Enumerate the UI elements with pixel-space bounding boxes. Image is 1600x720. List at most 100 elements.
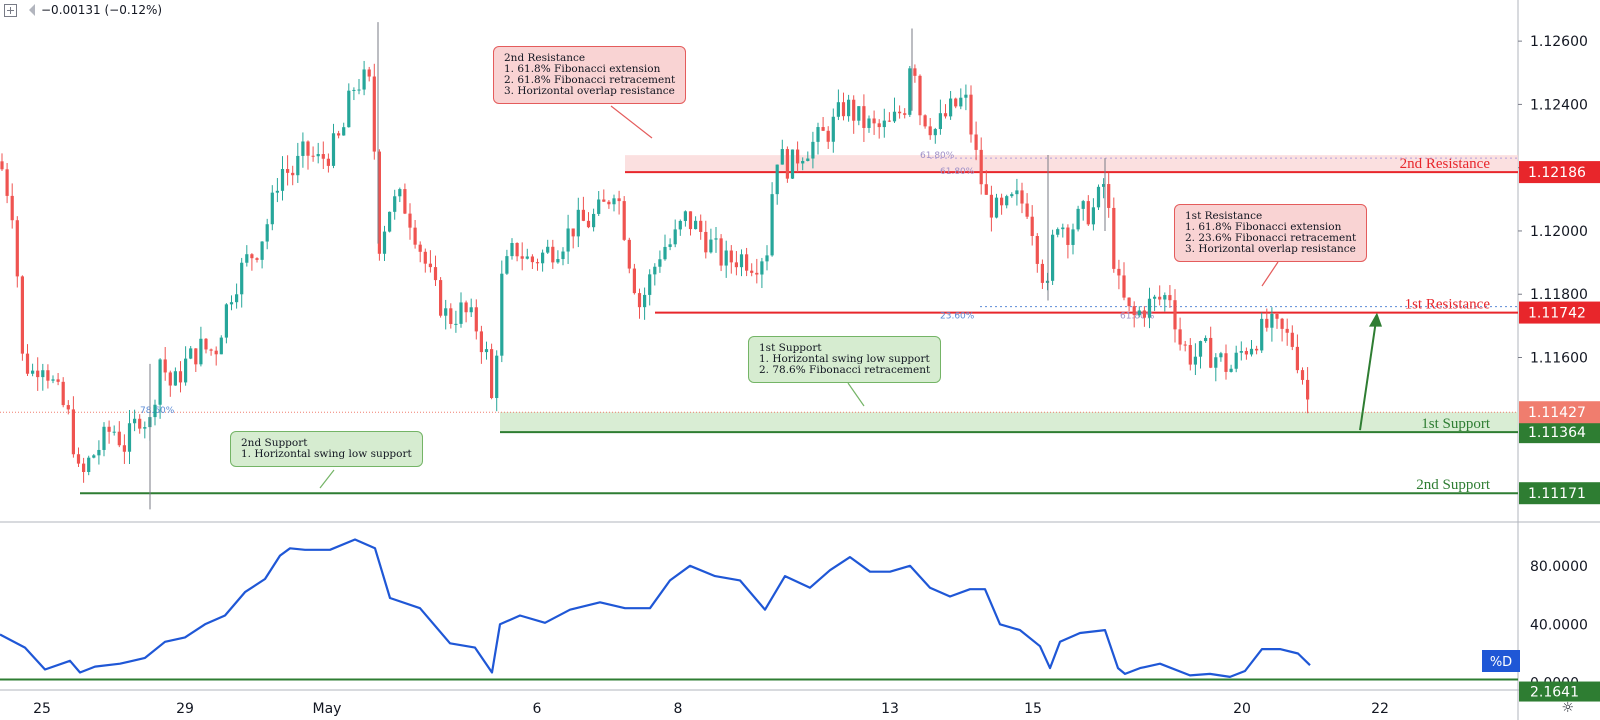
candle-body — [892, 111, 897, 122]
candle-body — [71, 409, 75, 455]
level-lines: 61.80% 61.80% 23.60% 61.80% 78.60% 2nd Resist… — [0, 105, 1518, 495]
candle-body — [1255, 348, 1259, 351]
candle-body — [1158, 296, 1162, 300]
candle-body — [337, 133, 341, 136]
candle-body — [597, 199, 601, 214]
candle-body — [189, 348, 193, 359]
resistance-zone — [625, 155, 1518, 173]
series-badge — [1482, 650, 1520, 672]
candle-body — [515, 243, 519, 257]
candle-body — [342, 127, 346, 136]
candle-body — [31, 370, 35, 374]
candle-body — [668, 244, 672, 247]
candle-body — [622, 201, 626, 240]
candle-body — [862, 106, 866, 128]
level-price-tag — [1519, 301, 1600, 324]
candle-body — [1005, 196, 1009, 206]
candle-body — [1122, 275, 1126, 298]
time-tick-label: 22 — [1371, 701, 1389, 717]
stoch-tick-label: 40.0000 — [1530, 617, 1588, 633]
level-label: 1st Support — [1421, 416, 1491, 432]
candle-body — [158, 359, 162, 405]
candle-body — [974, 134, 978, 150]
candle-body — [403, 189, 407, 214]
candle-body — [367, 69, 371, 77]
candle-body — [178, 371, 183, 383]
candle-body — [745, 254, 749, 271]
candle-body — [617, 198, 621, 202]
candle-body — [286, 169, 290, 173]
candle-body — [51, 379, 55, 381]
candle-body — [357, 89, 361, 91]
candle-body — [112, 431, 116, 433]
candle-body — [92, 455, 96, 458]
level-price-tag — [1519, 161, 1600, 184]
expand-icon[interactable] — [4, 3, 17, 17]
candle-body — [561, 251, 565, 260]
flag-icon[interactable] — [23, 4, 35, 16]
candle-body — [816, 127, 820, 142]
candle-body — [1071, 229, 1075, 245]
candle-body — [1000, 197, 1004, 206]
candle-body — [571, 228, 575, 237]
candle-body — [163, 359, 167, 373]
candle-body — [97, 449, 101, 456]
candle-body — [566, 228, 570, 252]
candle-body — [841, 102, 846, 117]
candle-body — [898, 111, 902, 114]
time-tick-label: 8 — [674, 701, 683, 717]
candle-body — [372, 76, 376, 152]
candle-body — [801, 160, 805, 164]
candle-body — [393, 196, 397, 212]
fib-label: 61.80% — [920, 151, 955, 161]
candle-body — [1051, 234, 1055, 281]
candle-body — [933, 129, 937, 136]
candle-body — [15, 220, 19, 277]
support-zone — [500, 412, 1518, 433]
candle-body — [418, 244, 422, 252]
candle-body — [612, 198, 616, 205]
candle-body — [938, 113, 942, 130]
candle-body — [153, 404, 157, 418]
candle-body — [806, 158, 810, 161]
candle-body — [5, 169, 9, 196]
candle-body — [525, 256, 529, 259]
candle-body — [643, 294, 647, 308]
candle-body — [500, 273, 504, 356]
candle-body — [714, 238, 718, 240]
candle-body — [592, 213, 596, 228]
fib-label: 61.80% — [940, 167, 975, 177]
price-tick-label: 1.12600 — [1530, 34, 1588, 50]
callout-1st-support: 1st Support 1. Horizontal swing low supp… — [748, 336, 942, 383]
candle-body — [127, 423, 132, 452]
candle-body — [541, 252, 545, 264]
candle-body — [331, 133, 336, 166]
candle-body — [1096, 186, 1101, 208]
candle-body — [969, 94, 973, 135]
candle-body — [1142, 310, 1146, 318]
candle-body — [439, 280, 443, 316]
candle-body — [1260, 318, 1264, 351]
candle-body — [964, 94, 968, 98]
candle-body — [0, 161, 4, 170]
candle-body — [1270, 314, 1274, 328]
candle-body — [265, 224, 269, 242]
candle-body — [520, 256, 524, 259]
stoch-level-tag — [1519, 681, 1600, 702]
candle-body — [765, 255, 769, 262]
candle-body — [275, 190, 279, 193]
candle-body — [255, 258, 259, 260]
candle-body — [428, 263, 432, 268]
candle-body — [546, 246, 550, 253]
candle-body — [1061, 227, 1065, 230]
candle-body — [556, 259, 560, 263]
candle-body — [490, 349, 494, 399]
settings-icon[interactable]: ☼ — [1561, 700, 1574, 716]
candle-body — [82, 463, 86, 472]
callout-2nd-resistance: 2nd Resistance 1. 61.8% Fibonacci extens… — [493, 46, 687, 104]
candle-body — [199, 338, 203, 365]
fib-label: 23.60% — [940, 312, 975, 322]
candle-body — [663, 246, 667, 260]
candle-body — [576, 209, 580, 237]
candle-body — [311, 155, 315, 157]
